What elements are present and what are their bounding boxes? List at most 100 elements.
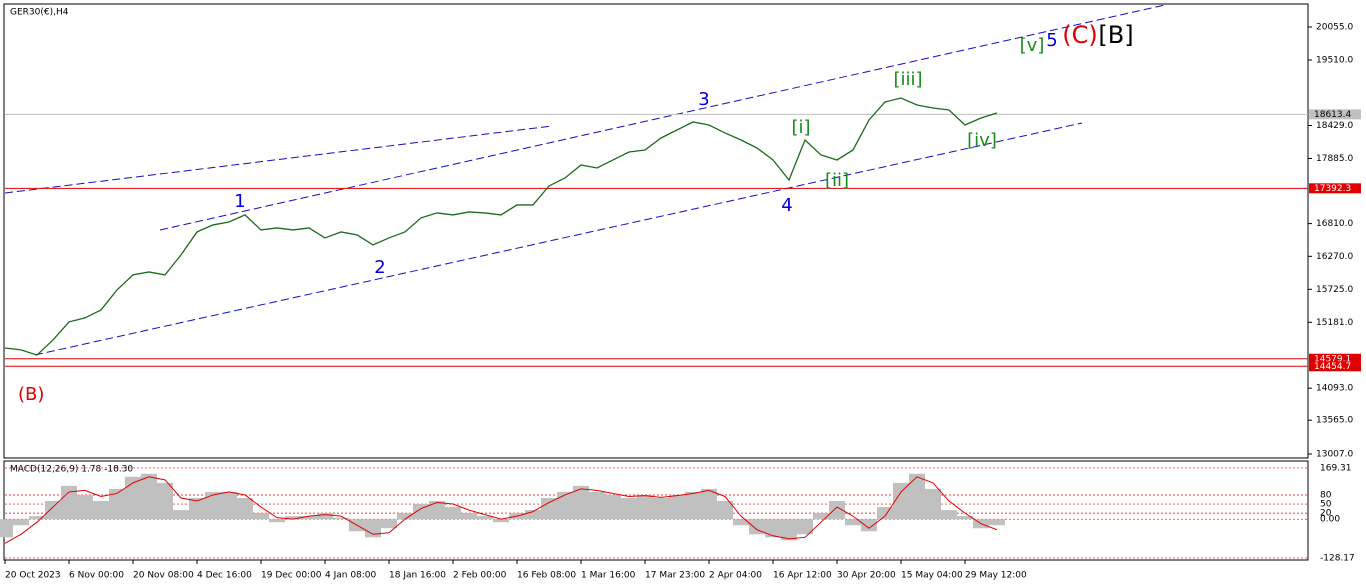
macd-bar xyxy=(253,513,269,520)
macd-bar xyxy=(189,497,205,520)
wave-label: [ii] xyxy=(825,170,849,191)
macd-bar xyxy=(125,476,141,520)
x-tick-label: 2 Feb 00:00 xyxy=(453,571,507,581)
macd-bar xyxy=(589,491,605,520)
macd-bar xyxy=(781,519,797,541)
price-line xyxy=(4,97,998,356)
macd-bar xyxy=(989,519,1005,526)
macd-bar xyxy=(205,491,221,520)
macd-bar xyxy=(685,491,701,520)
y-tick-label: 16270.0 xyxy=(1316,252,1353,262)
wave-label: 3 xyxy=(698,89,709,110)
macd-bar xyxy=(381,519,397,529)
wave-label: [i] xyxy=(791,117,810,138)
x-tick-label: 2 Apr 04:00 xyxy=(709,571,762,581)
macd-bar xyxy=(765,519,781,538)
macd-frame xyxy=(3,460,1309,561)
macd-bar xyxy=(317,513,333,520)
y-tick-label: 14093.0 xyxy=(1316,384,1353,394)
y-tick-label: 13565.0 xyxy=(1316,416,1353,426)
x-tick-label: 4 Jan 08:00 xyxy=(325,571,377,581)
macd-bar xyxy=(461,513,477,520)
macd-tick-label: 169.31 xyxy=(1320,463,1352,473)
level-tag xyxy=(1309,109,1361,120)
macd-bar xyxy=(797,519,813,535)
level-label: 18613.4 xyxy=(1314,110,1351,120)
macd-bar xyxy=(941,510,957,520)
x-tick-label: 18 Jan 16:00 xyxy=(389,571,446,581)
macd-bar xyxy=(61,485,77,520)
macd-bar xyxy=(653,497,669,520)
y-tick-label: 15725.0 xyxy=(1316,285,1353,295)
macd-bar xyxy=(813,513,829,520)
macd-bar xyxy=(829,501,845,520)
level-tag xyxy=(1309,361,1361,372)
macd-bar xyxy=(861,519,877,532)
wave-label: (B) xyxy=(18,384,44,405)
macd-bar xyxy=(333,517,349,520)
level-tag xyxy=(1309,353,1361,364)
macd-bar xyxy=(877,507,893,520)
y-tick-label: 16810.0 xyxy=(1316,219,1353,229)
level-label: 17392.3 xyxy=(1314,184,1351,194)
macd-bar xyxy=(77,494,93,520)
macd-tick-label: 20 xyxy=(1320,509,1332,519)
macd-bar xyxy=(269,519,285,523)
main-frame xyxy=(3,3,1309,459)
macd-bar xyxy=(621,497,637,520)
macd-bar xyxy=(669,494,685,520)
macd-bar xyxy=(477,516,493,520)
macd-bar xyxy=(557,491,573,520)
level-tag xyxy=(1309,183,1361,194)
macd-bar xyxy=(301,516,317,520)
macd-bar xyxy=(717,501,733,520)
x-tick-label: 30 Apr 20:00 xyxy=(837,571,896,581)
wave-label: [B] xyxy=(1098,21,1133,49)
y-tick-label: 18429.0 xyxy=(1316,121,1353,131)
macd-bar xyxy=(493,519,509,523)
level-label: 14454.7 xyxy=(1314,362,1351,372)
trend-lines xyxy=(4,4,1166,356)
macd-bar xyxy=(221,491,237,520)
macd-bar xyxy=(541,497,557,520)
macd-bar xyxy=(173,510,189,520)
wave-label: [iv] xyxy=(967,130,997,151)
macd-bar xyxy=(445,507,461,520)
macd-tick-label: -128.17 xyxy=(1320,553,1355,563)
x-tick-label: 19 Dec 00:00 xyxy=(261,571,322,581)
macd-bar xyxy=(237,497,253,520)
y-tick-label: 19510.0 xyxy=(1316,56,1353,66)
macd-bar xyxy=(93,501,109,520)
macd-bar xyxy=(397,513,413,520)
macd-bar xyxy=(0,519,13,538)
macd-bar xyxy=(909,473,925,520)
wave-label: [v] xyxy=(1020,35,1045,56)
macd-tick-label: 50 xyxy=(1320,500,1332,510)
x-tick-label: 29 May 12:00 xyxy=(965,571,1027,581)
macd-bar xyxy=(925,488,941,520)
x-tick-label: 4 Dec 16:00 xyxy=(197,571,252,581)
y-tick-label: 15181.0 xyxy=(1316,318,1353,328)
macd-tick-label: 0.00 xyxy=(1320,515,1340,525)
macd-bar xyxy=(893,482,909,520)
macd-title: MACD(12,26,9) 1.78 -18.30 xyxy=(10,465,133,475)
wave-label: (C) xyxy=(1062,21,1097,49)
macd-bar xyxy=(157,482,173,520)
macd-bar xyxy=(845,519,861,526)
x-tick-label: 1 Mar 16:00 xyxy=(581,571,636,581)
x-tick-label: 17 Mar 23:00 xyxy=(645,571,705,581)
y-tick-label: 13007.0 xyxy=(1316,450,1353,460)
macd-bar xyxy=(413,504,429,520)
macd-bar xyxy=(285,516,301,520)
macd-bar xyxy=(605,494,621,520)
wave-label: 4 xyxy=(781,195,792,216)
y-tick-label: 17885.0 xyxy=(1316,154,1353,164)
macd-bar xyxy=(429,501,445,520)
macd-bar xyxy=(365,519,381,538)
macd-bar xyxy=(749,519,765,535)
signal-line xyxy=(4,476,998,544)
macd-bar xyxy=(733,519,749,526)
x-tick-label: 15 May 04:00 xyxy=(901,571,963,581)
macd-bar xyxy=(29,516,45,520)
